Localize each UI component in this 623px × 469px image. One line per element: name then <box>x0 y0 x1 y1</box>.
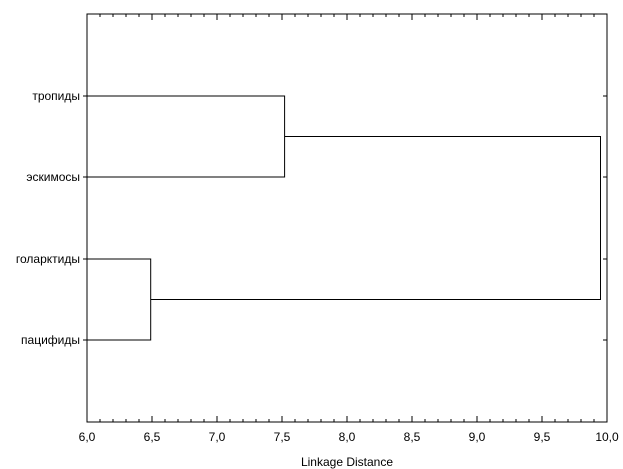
dendrogram-link <box>87 258 152 341</box>
x-tick-label: 6,0 <box>79 430 96 444</box>
x-tick-label: 6,5 <box>144 430 161 444</box>
x-tick-label: 9,0 <box>469 430 486 444</box>
x-tick-label: 7,5 <box>274 430 291 444</box>
leaf-label: пацифиды <box>21 333 80 347</box>
x-tick-labels: 6,0 6,5 7,0 7,5 8,0 8,5 9,0 9,5 10,0 <box>79 430 619 444</box>
leaf-label: эскимосы <box>26 170 80 184</box>
x-tick-label: 8,0 <box>339 430 356 444</box>
dendrogram-links <box>87 95 601 341</box>
x-tick-label: 9,5 <box>534 430 551 444</box>
leaf-label: тропиды <box>32 89 80 103</box>
plot-frame <box>86 13 608 423</box>
x-tick-label: 7,0 <box>209 430 226 444</box>
leaf-labels: тропиды эскимосы голарктиды пацифиды <box>16 89 80 347</box>
x-axis-title: Linkage Distance <box>301 455 393 469</box>
dendrogram-link <box>150 136 601 300</box>
tick-marks <box>83 14 608 422</box>
x-tick-label: 8,5 <box>404 430 421 444</box>
leaf-label: голарктиды <box>16 252 80 266</box>
x-tick-label: 10,0 <box>595 430 619 444</box>
dendrogram-link <box>87 95 286 178</box>
